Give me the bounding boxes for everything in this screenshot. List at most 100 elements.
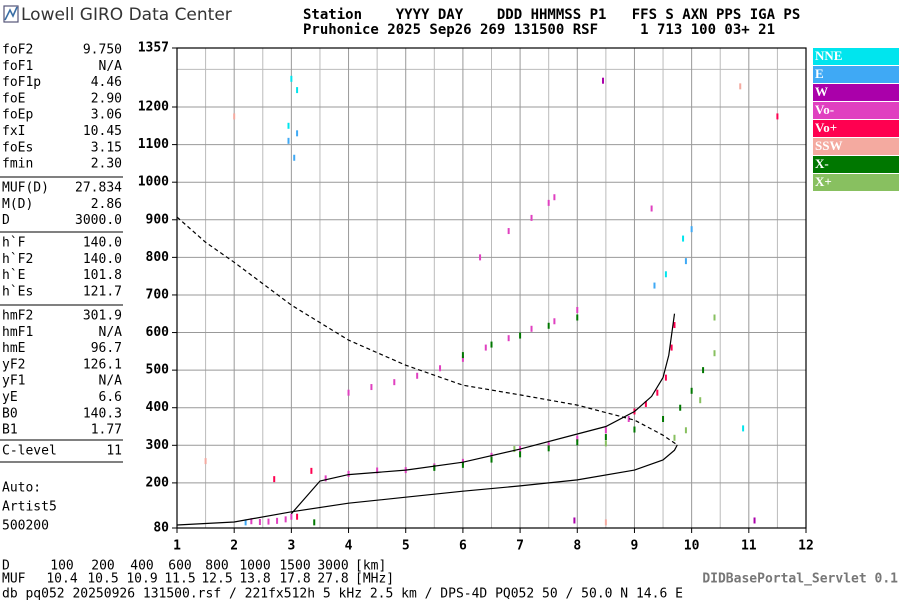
servlet-label: DIDBasePortal_Servlet 0.1 — [702, 572, 898, 587]
echo — [576, 314, 579, 321]
y-tick-label: 900 — [146, 212, 170, 227]
d-value: 600 — [168, 559, 191, 574]
x-tick-label: 12 — [798, 539, 814, 554]
echo — [679, 404, 682, 411]
header-line: Pruhonice 2025 Sep26 269 131500 RSF 1 71… — [303, 22, 775, 38]
d-label: D — [2, 559, 10, 574]
param-value: 3000.0 — [75, 213, 122, 228]
param-name: foEp — [2, 108, 33, 123]
echo — [699, 397, 702, 404]
curve — [290, 313, 676, 515]
x-tick-label: 5 — [402, 539, 410, 554]
param-value: N/A — [99, 374, 123, 389]
echo — [204, 458, 207, 465]
echo — [739, 83, 742, 90]
param-value: 140.3 — [83, 406, 122, 421]
muf-value: 17.8 — [279, 572, 310, 587]
legend-swatch — [813, 174, 899, 191]
param-value: N/A — [99, 325, 123, 340]
echo — [662, 415, 665, 422]
param-name: hmF1 — [2, 325, 33, 340]
auto-line: 500200 — [2, 519, 49, 534]
x-tick-label: 10 — [684, 539, 700, 554]
muf-value: 10.5 — [87, 572, 118, 587]
echo — [347, 389, 350, 396]
d-value: 3000 — [317, 559, 348, 574]
echo — [547, 199, 550, 206]
echo — [296, 87, 299, 94]
param-value: 11 — [106, 444, 122, 459]
muf-value: 12.5 — [201, 572, 232, 587]
legend-swatch — [813, 48, 899, 65]
x-tick-label: 2 — [230, 539, 238, 554]
echo — [479, 254, 482, 261]
param-value: 301.9 — [83, 309, 122, 324]
legend-swatch — [813, 66, 899, 83]
param-name: D — [2, 213, 10, 228]
param-name: B1 — [2, 423, 18, 438]
legend-label: E — [815, 66, 824, 81]
muf-value: 10.9 — [126, 572, 157, 587]
param-name: fxI — [2, 124, 25, 139]
echo — [702, 367, 705, 374]
legend-label: Vo+ — [815, 120, 837, 135]
echo — [296, 130, 299, 137]
y-tick-label: 1100 — [138, 137, 169, 152]
echo — [644, 400, 647, 407]
echo — [547, 322, 550, 329]
y-tick-label: 80 — [153, 521, 169, 536]
auto-line: Artist5 — [2, 500, 57, 515]
x-tick-label: 1 — [173, 539, 181, 554]
param-name: foEs — [2, 140, 33, 155]
param-value: 3.06 — [91, 108, 122, 123]
param-value: 96.7 — [91, 341, 122, 356]
param-name: C-level — [2, 444, 57, 459]
x-tick-label: 9 — [631, 539, 639, 554]
legend-label: Vo- — [815, 102, 834, 117]
echo — [627, 415, 630, 422]
echo — [656, 389, 659, 396]
echo — [664, 374, 667, 381]
legend-swatch — [813, 102, 899, 119]
echo — [753, 517, 756, 524]
param-name: h`E — [2, 268, 25, 283]
x-tick-label: 8 — [573, 539, 581, 554]
echo — [290, 75, 293, 82]
echo — [290, 513, 293, 520]
curve — [176, 216, 678, 446]
param-value: 6.6 — [99, 390, 122, 405]
echo — [713, 314, 716, 321]
y-tick-label: 1000 — [138, 175, 169, 190]
echo — [604, 434, 607, 441]
muf-unit: [MHz] — [355, 572, 394, 587]
muf-value: 10.4 — [46, 572, 77, 587]
echo — [604, 440, 607, 447]
param-value: 126.1 — [83, 357, 122, 372]
y-tick-label: 700 — [146, 287, 170, 302]
echo — [258, 518, 261, 525]
echo — [490, 341, 493, 348]
echo — [576, 435, 579, 442]
curve — [176, 444, 678, 526]
echo — [576, 439, 579, 446]
auto-line: Auto: — [2, 481, 41, 496]
echo — [433, 464, 436, 471]
echo — [267, 518, 270, 525]
param-name: yF1 — [2, 374, 25, 389]
x-tick-label: 11 — [741, 539, 757, 554]
legend-label: X- — [815, 156, 829, 171]
echo — [347, 470, 350, 477]
echo — [684, 427, 687, 434]
param-value: 27.834 — [75, 181, 122, 196]
echo — [553, 194, 556, 201]
param-name: foF1p — [2, 75, 41, 90]
echo — [519, 332, 522, 339]
legend-swatch — [813, 120, 899, 137]
echo — [233, 113, 236, 120]
echo — [682, 235, 685, 242]
y-tick-label: 500 — [146, 363, 170, 378]
param-name: hmE — [2, 341, 25, 356]
echo — [553, 318, 556, 325]
y-tick-label: 600 — [146, 325, 170, 340]
